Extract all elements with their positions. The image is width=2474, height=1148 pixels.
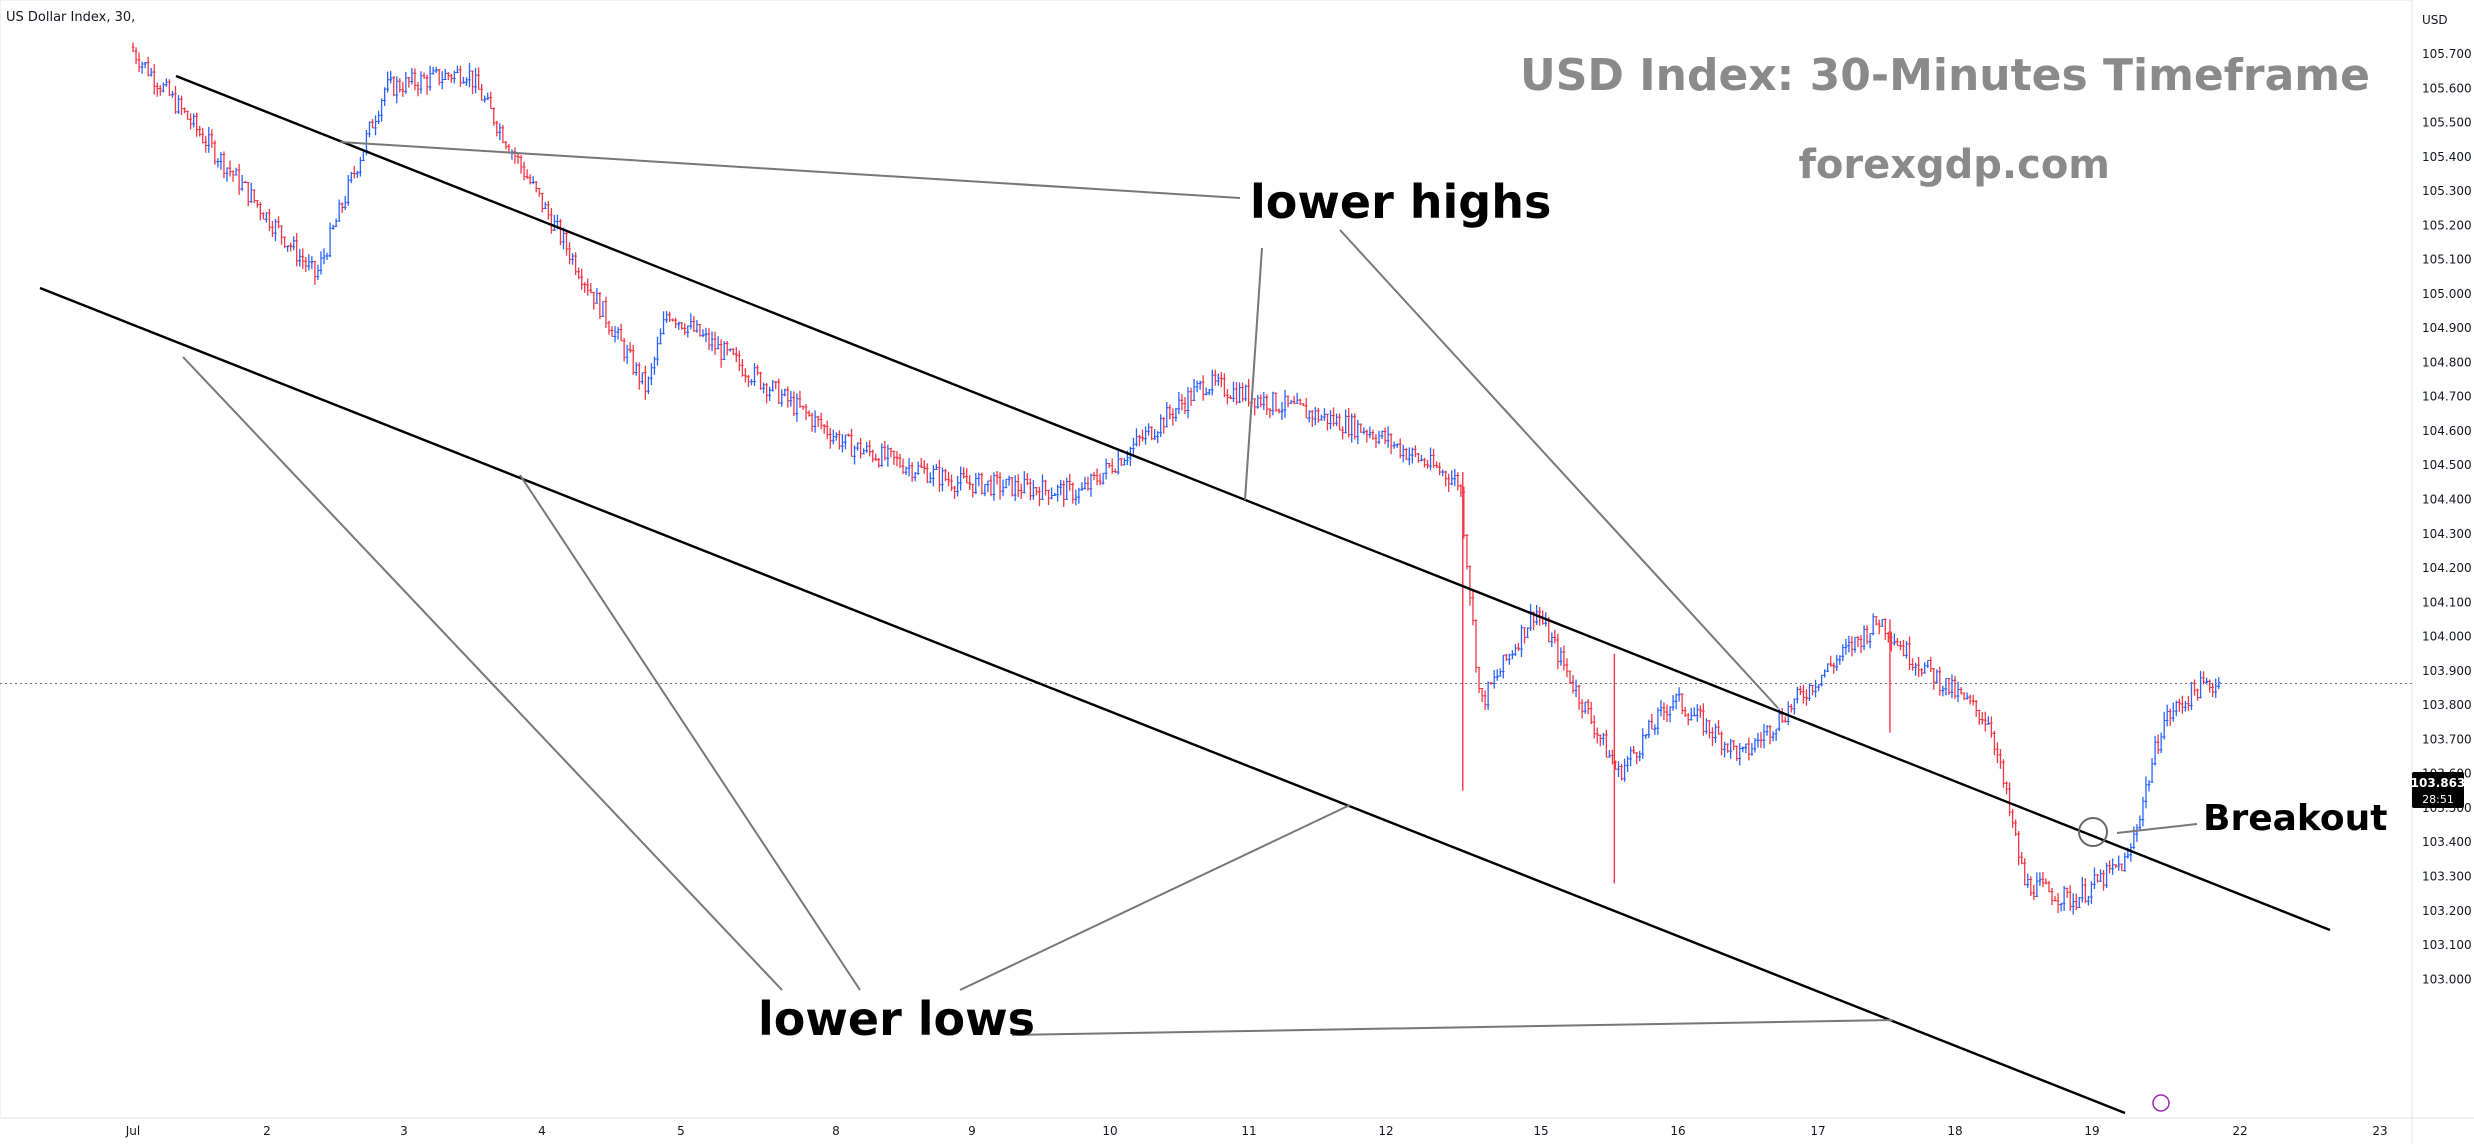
lower-lows-label: lower lows — [758, 992, 1035, 1046]
y-tick-label: 105.700 — [2422, 47, 2472, 61]
breakout-label: Breakout — [2203, 798, 2387, 839]
y-tick-label: 104.700 — [2422, 390, 2472, 404]
countdown-value: 28:51 — [2422, 793, 2454, 806]
y-tick-label: 103.300 — [2422, 869, 2472, 883]
y-tick-label: 103.100 — [2422, 938, 2472, 952]
x-tick-label: 2 — [263, 1124, 271, 1138]
x-tick-label: 15 — [1533, 1124, 1548, 1138]
y-tick-label: 103.900 — [2422, 664, 2472, 678]
x-tick-label: 18 — [1947, 1124, 1962, 1138]
symbol-label: US Dollar Index, 30, — [6, 10, 135, 25]
x-tick-label: Jul — [125, 1124, 140, 1138]
lower-highs-label: lower highs — [1250, 175, 1551, 229]
y-tick-label: 105.500 — [2422, 116, 2472, 130]
pointer-line — [1339, 229, 1779, 709]
y-tick-label: 104.500 — [2422, 458, 2472, 472]
y-tick-label: 105.600 — [2422, 81, 2472, 95]
chart-subtitle: forexgdp.com — [1798, 142, 2110, 188]
upper-channel-line — [175, 74, 2331, 932]
currency-label: USD — [2422, 13, 2448, 27]
annotation-text-layer: US Dollar Index, 30, USD Index: 30-Minut… — [6, 10, 2448, 1046]
y-tick-label: 103.800 — [2422, 698, 2472, 712]
y-tick-label: 104.100 — [2422, 595, 2472, 609]
x-tick-label: 12 — [1378, 1124, 1393, 1138]
y-tick-label: 105.000 — [2422, 287, 2472, 301]
y-tick-label: 103.200 — [2422, 904, 2472, 918]
y-tick-label: 104.900 — [2422, 321, 2472, 335]
y-tick-label: 105.300 — [2422, 184, 2472, 198]
y-tick-label: 104.800 — [2422, 355, 2472, 369]
x-tick-label: 16 — [1670, 1124, 1685, 1138]
y-tick-label: 104.600 — [2422, 424, 2472, 438]
pointer-line — [339, 141, 1241, 199]
x-tick-label: 8 — [832, 1124, 840, 1138]
y-tick-label: 105.400 — [2422, 150, 2472, 164]
last-price-value: 103.863 — [2411, 776, 2466, 790]
x-tick-label: 10 — [1102, 1124, 1117, 1138]
y-tick-label: 105.200 — [2422, 218, 2472, 232]
candles-layer — [131, 42, 2221, 915]
y-tick-label: 104.400 — [2422, 493, 2472, 507]
pointer-line — [959, 804, 1351, 991]
lightning-icon — [2152, 1094, 2170, 1112]
y-tick-label: 104.000 — [2422, 630, 2472, 644]
y-tick-label: 103.400 — [2422, 835, 2472, 849]
lower-channel-line — [39, 286, 2126, 1115]
x-tick-label: 22 — [2232, 1124, 2247, 1138]
x-tick-label: 9 — [968, 1124, 976, 1138]
last-price-tag: 103.863 28:51 — [2411, 772, 2466, 808]
x-tick-label: 11 — [1241, 1124, 1256, 1138]
y-tick-label: 104.300 — [2422, 527, 2472, 541]
pointer-line — [2116, 823, 2198, 834]
x-tick-label: 3 — [400, 1124, 408, 1138]
pointer-line — [182, 356, 783, 991]
pointer-line — [519, 474, 861, 991]
x-tick-label: 23 — [2372, 1124, 2387, 1138]
pointer-line — [1011, 1019, 1894, 1036]
x-tick-label: 19 — [2084, 1124, 2099, 1138]
x-tick-label: 4 — [538, 1124, 546, 1138]
pointer-line — [1244, 247, 1263, 501]
breakout-circle — [2078, 817, 2108, 847]
y-tick-label: 105.100 — [2422, 253, 2472, 267]
y-tick-label: 103.000 — [2422, 972, 2472, 986]
annotation-lines-layer — [39, 74, 2331, 1115]
chart-title: USD Index: 30-Minutes Timeframe — [1520, 50, 2370, 101]
x-tick-label: 17 — [1810, 1124, 1825, 1138]
x-tick-label: 5 — [677, 1124, 685, 1138]
y-tick-label: 104.200 — [2422, 561, 2472, 575]
y-tick-label: 103.700 — [2422, 732, 2472, 746]
